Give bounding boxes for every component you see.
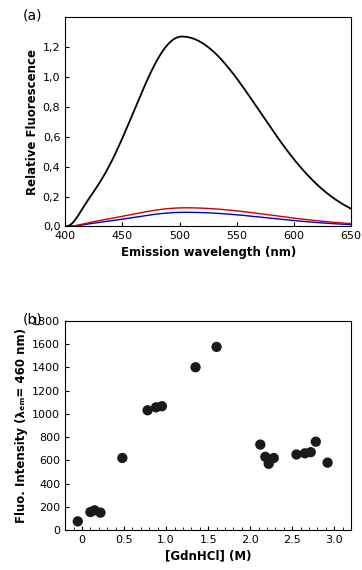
Point [153,403,159,412]
Point [266,459,272,469]
X-axis label: Emission wavelength (nm): Emission wavelength (nm) [121,246,296,259]
Point [88,507,93,516]
Point [92,506,97,515]
Point [257,440,263,449]
Point [193,363,198,372]
Point [98,508,104,517]
Point [308,447,313,457]
Point [271,453,277,462]
Y-axis label: Relative Fluorescence: Relative Fluorescence [25,49,38,195]
Point [214,343,219,352]
Point [294,450,299,459]
Point [75,517,81,526]
Text: (b): (b) [22,312,42,327]
Y-axis label: Fluo. Intensity (λₑₘ= 460 nm): Fluo. Intensity (λₑₘ= 460 nm) [15,328,28,523]
Point [119,453,125,462]
Point [325,458,331,467]
Point [159,402,165,411]
X-axis label: [GdnHCl] (M): [GdnHCl] (M) [165,549,251,562]
Point [302,449,308,458]
Text: (a): (a) [22,9,42,23]
Point [262,452,268,461]
Point [313,437,319,446]
Point [145,406,151,415]
